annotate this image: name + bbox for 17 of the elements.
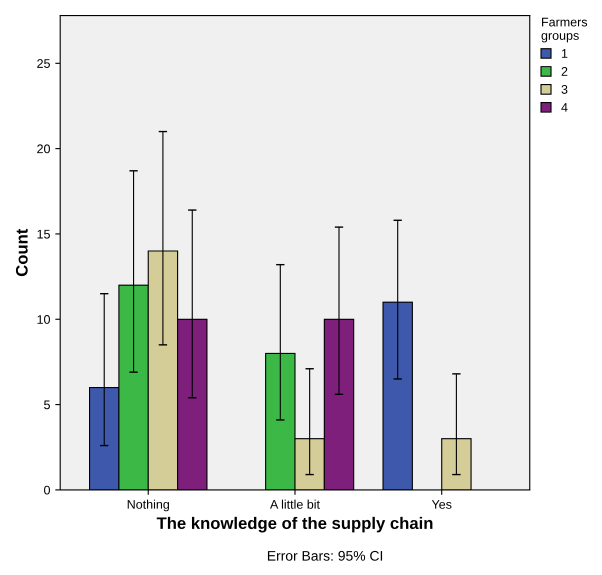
y-tick-label: 5 [44, 400, 50, 410]
y-axis-title: Count [16, 228, 28, 276]
y-tick-label: 25 [37, 59, 50, 68]
legend-label: 3 [561, 84, 568, 94]
legend-title: Farmers groups [542, 18, 588, 42]
y-tick-label: 10 [38, 315, 50, 324]
text: Error Bars: 95% CI [268, 550, 382, 561]
legend-label: 4 [561, 103, 568, 112]
x-tick-label: A little bit [270, 500, 320, 509]
y-tick-label: 15 [38, 230, 50, 239]
x-tick-label: Nothing [128, 500, 169, 512]
legend-label: 2 [562, 67, 568, 76]
x-axis-title: The knowledge of the supply chain [156, 516, 432, 532]
y-tick-label: 20 [37, 144, 50, 154]
y-tick-label: 0 [44, 486, 50, 495]
legend-label: 1 [562, 49, 568, 58]
x-tick-label: Yes [432, 500, 452, 509]
